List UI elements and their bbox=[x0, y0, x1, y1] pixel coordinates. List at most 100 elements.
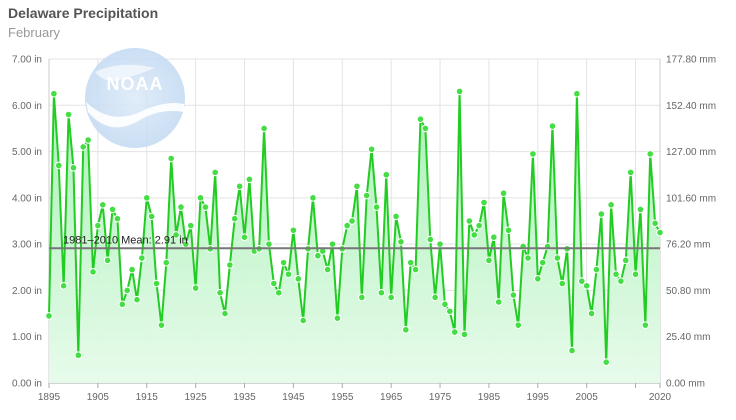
data-point bbox=[392, 212, 400, 221]
data-point bbox=[617, 277, 625, 285]
data-point bbox=[64, 110, 73, 119]
y-tick-label-left: 1.00 in bbox=[12, 332, 42, 343]
x-tick-label: 1955 bbox=[331, 392, 354, 403]
chart-subtitle: February bbox=[8, 25, 61, 40]
data-point bbox=[621, 256, 630, 265]
data-point bbox=[211, 168, 219, 177]
data-point bbox=[416, 115, 425, 123]
data-point bbox=[74, 351, 83, 360]
data-point bbox=[314, 251, 322, 260]
data-point bbox=[602, 358, 611, 366]
y-tick-label-right: 50.80 mm bbox=[666, 286, 710, 297]
data-point bbox=[226, 261, 234, 269]
data-point bbox=[328, 240, 337, 248]
data-point bbox=[94, 221, 102, 230]
data-point bbox=[133, 295, 141, 304]
x-tick-label: 1975 bbox=[429, 392, 452, 403]
data-point bbox=[186, 221, 195, 230]
data-point bbox=[142, 194, 151, 202]
y-tick-label-left: 6.00 in bbox=[12, 101, 42, 112]
data-point bbox=[323, 265, 332, 274]
data-point bbox=[279, 258, 288, 267]
data-point bbox=[494, 298, 503, 306]
data-point bbox=[499, 189, 508, 198]
data-point bbox=[612, 270, 620, 279]
data-point bbox=[172, 231, 180, 239]
mean-line-group: 1981–2010 Mean: 2.91 in bbox=[49, 234, 660, 250]
data-point bbox=[108, 205, 117, 214]
data-point bbox=[362, 191, 371, 200]
data-point bbox=[597, 210, 606, 218]
data-point bbox=[431, 293, 439, 302]
data-point bbox=[553, 254, 562, 262]
data-point bbox=[646, 150, 655, 158]
data-point bbox=[299, 316, 307, 325]
y-tick-label-right: 127.00 mm bbox=[666, 147, 716, 158]
data-point bbox=[382, 170, 391, 179]
data-point bbox=[558, 279, 567, 288]
data-point bbox=[245, 175, 254, 184]
data-point bbox=[103, 256, 112, 265]
data-point bbox=[69, 163, 78, 172]
data-point bbox=[270, 279, 278, 288]
data-point bbox=[235, 182, 244, 191]
data-point bbox=[221, 309, 229, 318]
x-tick-label: 1965 bbox=[380, 392, 403, 403]
data-point bbox=[157, 321, 166, 329]
data-point bbox=[548, 122, 557, 130]
data-point bbox=[377, 288, 386, 297]
data-point bbox=[397, 238, 405, 246]
data-point bbox=[167, 154, 175, 163]
data-point bbox=[152, 279, 161, 288]
data-point bbox=[450, 328, 459, 336]
data-point bbox=[529, 150, 537, 158]
data-point bbox=[402, 325, 410, 334]
axes: 0.00 in 0.00 mm 1.00 in 25.40 mm 2.00 in 50.8… bbox=[12, 55, 716, 404]
data-point bbox=[504, 226, 513, 235]
data-point bbox=[534, 275, 542, 283]
data-point bbox=[656, 228, 664, 237]
data-point bbox=[123, 286, 132, 295]
data-point bbox=[230, 214, 239, 223]
data-point bbox=[441, 300, 449, 309]
data-point bbox=[524, 254, 532, 262]
data-point bbox=[573, 89, 581, 98]
x-tick-label: 1935 bbox=[233, 392, 256, 403]
data-point bbox=[607, 201, 615, 209]
data-point bbox=[538, 258, 547, 267]
data-point bbox=[265, 240, 273, 248]
data-point bbox=[89, 268, 97, 276]
y-tick-label-left: 2.00 in bbox=[12, 286, 42, 297]
noaa-logo-text: NOAA bbox=[107, 74, 164, 94]
data-point bbox=[406, 258, 415, 267]
data-point bbox=[177, 203, 185, 211]
y-tick-label-left: 5.00 in bbox=[12, 147, 42, 158]
y-tick-label-right: 25.40 mm bbox=[666, 332, 710, 343]
data-point bbox=[626, 168, 635, 177]
data-point bbox=[641, 321, 650, 329]
x-tick-label: 1925 bbox=[185, 392, 208, 403]
data-point bbox=[284, 270, 293, 279]
data-point bbox=[577, 277, 586, 285]
data-point bbox=[196, 194, 205, 202]
noaa-logo-watermark: NOAA bbox=[85, 48, 185, 148]
data-point bbox=[367, 145, 376, 154]
data-point bbox=[592, 265, 601, 274]
data-point bbox=[79, 143, 88, 151]
data-point bbox=[289, 226, 298, 235]
x-tick-label: 1945 bbox=[282, 392, 305, 403]
data-point bbox=[514, 321, 523, 329]
data-point bbox=[333, 314, 342, 323]
data-point bbox=[436, 240, 444, 248]
data-point bbox=[631, 270, 640, 279]
y-tick-label-left: 7.00 in bbox=[12, 55, 42, 66]
data-point bbox=[59, 282, 68, 290]
y-tick-label-right: 152.40 mm bbox=[666, 101, 716, 112]
x-tick-label: 2020 bbox=[649, 392, 672, 403]
data-point bbox=[475, 221, 483, 230]
data-point bbox=[240, 233, 249, 241]
data-point bbox=[480, 198, 488, 207]
data-point bbox=[343, 221, 351, 230]
data-point bbox=[191, 284, 200, 292]
